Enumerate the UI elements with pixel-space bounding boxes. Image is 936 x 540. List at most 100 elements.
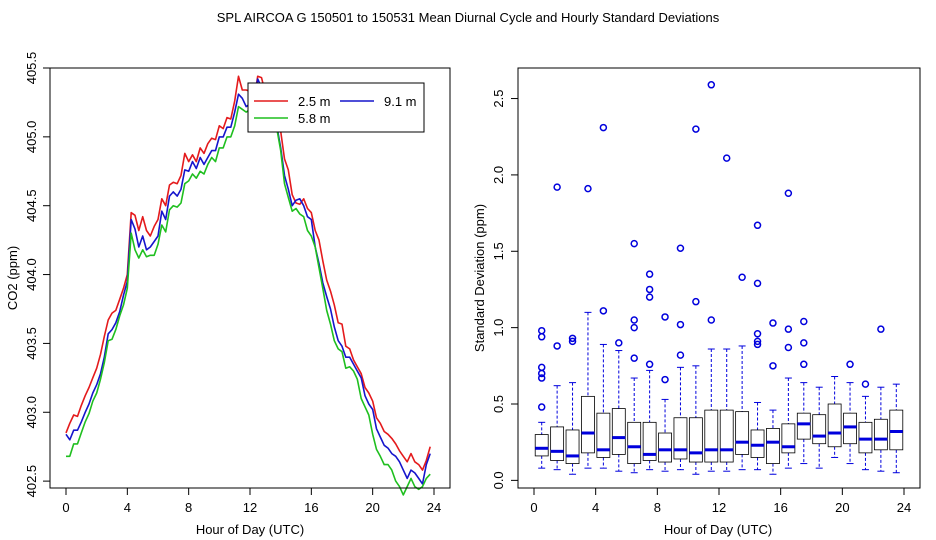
left-x-tick-label: 0 bbox=[62, 500, 69, 515]
outlier-point bbox=[753, 337, 762, 346]
outlier-point bbox=[645, 285, 654, 294]
series-line-2-5-m bbox=[65, 75, 431, 471]
boxplot-hour bbox=[858, 380, 873, 471]
co2-diurnal-panel: 0 4 8 12 16 20 24 402.5 403.0 403.5 404.0 404.5 405… bbox=[5, 52, 451, 537]
right-y-tick-label: 2.5 bbox=[491, 90, 506, 108]
std-dev-boxplots bbox=[534, 81, 904, 475]
outlier-point bbox=[537, 374, 546, 382]
left-y-tick-label: 405.0 bbox=[24, 121, 39, 154]
iqr-box bbox=[673, 417, 688, 460]
boxplot-hour bbox=[719, 154, 734, 472]
boxplot-hour bbox=[581, 184, 595, 469]
iqr-box bbox=[750, 429, 765, 458]
left-y-tick-label: 403.0 bbox=[24, 396, 39, 429]
boxplot-hour bbox=[827, 376, 842, 458]
outlier-point bbox=[568, 334, 577, 343]
iqr-box bbox=[596, 412, 611, 458]
outlier-point bbox=[599, 307, 608, 315]
co2-series-lines bbox=[65, 75, 431, 496]
outlier-point bbox=[661, 313, 669, 321]
boxplot-hour bbox=[750, 221, 765, 471]
outlier-point bbox=[630, 323, 638, 332]
boxplot-hour bbox=[843, 360, 857, 465]
iqr-box bbox=[873, 418, 888, 451]
boxplot-hour bbox=[550, 183, 565, 471]
boxplot-hour bbox=[766, 319, 780, 475]
outlier-point bbox=[784, 189, 793, 197]
boxplot-hour bbox=[812, 386, 827, 469]
iqr-box bbox=[550, 426, 565, 461]
left-x-tick-label: 20 bbox=[365, 500, 379, 515]
right-x-tick-label: 16 bbox=[773, 500, 787, 515]
legend: 2.5 m 9.1 m 5.8 m bbox=[247, 82, 425, 133]
left-y-axis-label: CO2 (ppm) bbox=[5, 246, 20, 310]
right-x-tick-label: 0 bbox=[530, 500, 537, 515]
iqr-box bbox=[611, 408, 626, 455]
right-x-tick-label: 8 bbox=[654, 500, 661, 515]
iqr-box bbox=[812, 414, 827, 445]
outlier-point bbox=[753, 329, 762, 338]
right-y-tick-label: 1.5 bbox=[491, 242, 506, 260]
left-x-tick-label: 24 bbox=[427, 500, 441, 515]
outlier-point bbox=[537, 326, 546, 335]
outlier-point bbox=[877, 325, 885, 333]
outlier-point bbox=[553, 342, 561, 350]
right-y-tick-label: 0.0 bbox=[491, 471, 506, 489]
iqr-box bbox=[889, 409, 904, 451]
right-plot-frame bbox=[517, 67, 921, 489]
iqr-box bbox=[658, 432, 672, 463]
left-x-tick-label: 8 bbox=[185, 500, 192, 515]
right-y-tick-label: 2.0 bbox=[491, 166, 506, 184]
outlier-point bbox=[753, 221, 762, 230]
std-dev-panel: 0 4 8 12 16 20 24 0.0 0.5 1.0 1.5 2.0 2.5 Hour of D… bbox=[472, 67, 921, 537]
left-x-tick-label: 12 bbox=[243, 500, 257, 515]
outlier-point bbox=[692, 297, 700, 306]
iqr-box bbox=[843, 412, 857, 445]
iqr-box bbox=[735, 411, 750, 455]
outlier-point bbox=[707, 316, 716, 324]
right-x-axis: 0 4 8 12 16 20 24 bbox=[530, 487, 911, 515]
boxplot-hour bbox=[596, 123, 611, 469]
outlier-point bbox=[630, 316, 638, 324]
outlier-point bbox=[676, 351, 685, 359]
outlier-point bbox=[769, 319, 777, 327]
outlier-point bbox=[676, 320, 685, 329]
iqr-box bbox=[781, 423, 796, 454]
boxplot-hour bbox=[611, 339, 626, 472]
outlier-point bbox=[707, 81, 716, 89]
outlier-point bbox=[615, 339, 623, 347]
iqr-box bbox=[796, 412, 811, 440]
figure-title: SPL AIRCOA G 150501 to 150531 Mean Diurn… bbox=[217, 10, 720, 25]
outlier-point bbox=[645, 360, 654, 369]
outlier-point bbox=[537, 363, 546, 372]
boxplot-hour bbox=[688, 125, 703, 475]
outlier-point bbox=[599, 123, 608, 132]
outlier-point bbox=[800, 360, 808, 369]
left-x-axis: 0 4 8 12 16 20 24 bbox=[62, 487, 441, 515]
boxplot-hour bbox=[565, 334, 580, 475]
right-x-axis-label: Hour of Day (UTC) bbox=[664, 522, 772, 537]
left-y-tick-label: 403.5 bbox=[24, 327, 39, 360]
left-x-axis-label: Hour of Day (UTC) bbox=[196, 522, 304, 537]
iqr-box bbox=[565, 429, 580, 464]
iqr-box bbox=[688, 417, 703, 463]
series-line-9-1-m bbox=[65, 78, 431, 485]
left-x-tick-label: 16 bbox=[304, 500, 318, 515]
outlier-point bbox=[769, 362, 777, 370]
right-y-axis-label: Standard Deviation (ppm) bbox=[472, 204, 487, 352]
iqr-box bbox=[642, 421, 657, 461]
outlier-point bbox=[846, 360, 854, 369]
outlier-point bbox=[645, 270, 654, 278]
boxplot-hour bbox=[673, 244, 688, 471]
legend-label-9-1m: 9.1 m bbox=[384, 94, 417, 109]
outlier-point bbox=[676, 244, 685, 252]
outlier-point bbox=[861, 380, 870, 388]
outlier-point bbox=[630, 354, 638, 362]
boxplot-hour bbox=[704, 81, 719, 472]
iqr-box bbox=[704, 409, 719, 463]
legend-label-5-8m: 5.8 m bbox=[298, 111, 331, 126]
iqr-box bbox=[581, 395, 595, 454]
outlier-point bbox=[645, 293, 654, 301]
outlier-point bbox=[630, 239, 638, 248]
